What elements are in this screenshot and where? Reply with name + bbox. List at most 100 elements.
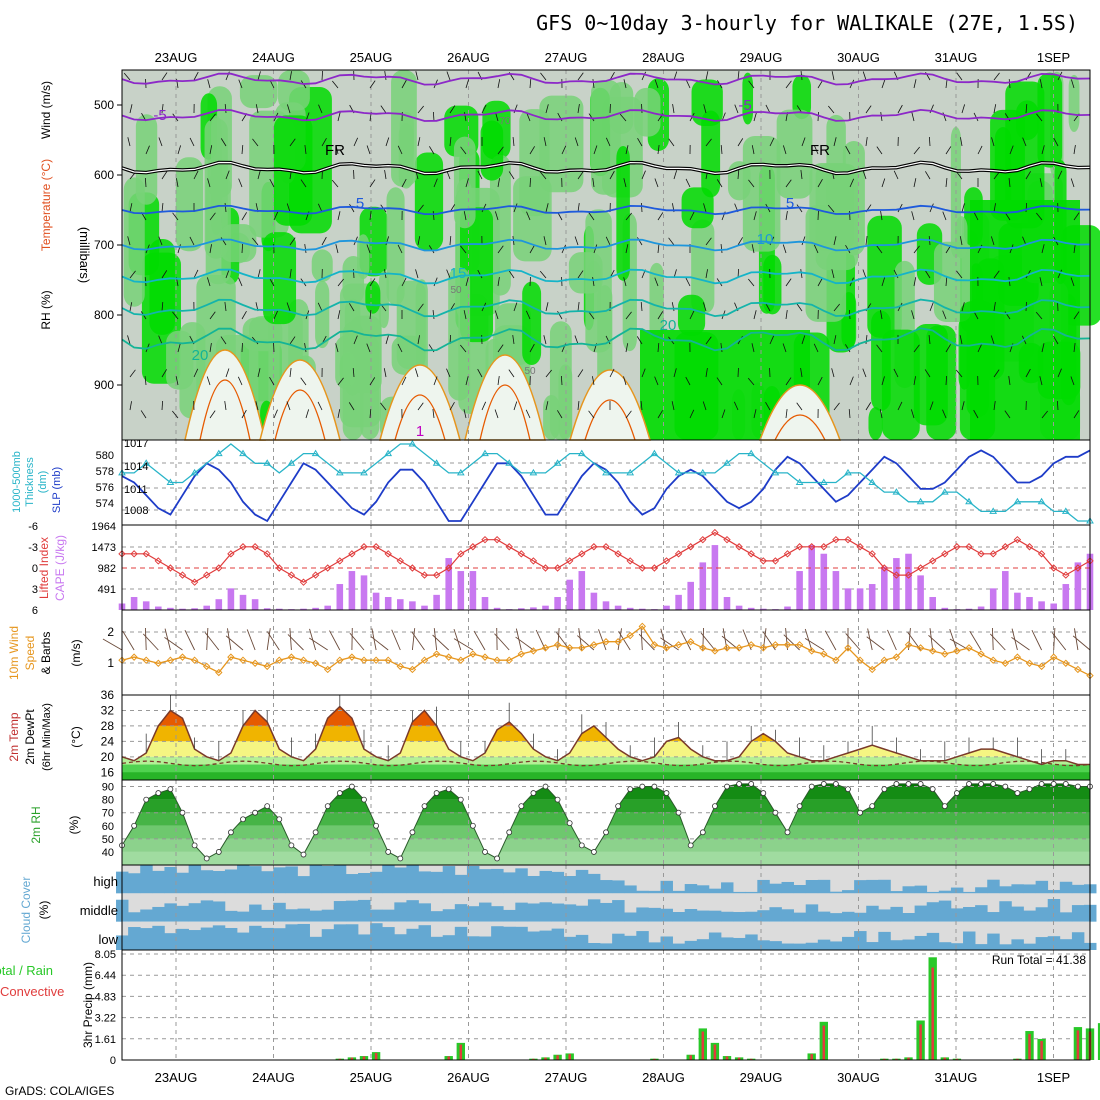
wind-barb: [747, 377, 755, 386]
rh-patch: [1037, 72, 1063, 168]
cloud-bar: [1071, 905, 1085, 922]
rh-point: [941, 803, 948, 810]
wind-barb: [305, 409, 310, 419]
wind-speed-point: [360, 656, 368, 664]
lifted-point: [711, 528, 719, 537]
cloud-bar: [600, 902, 613, 922]
wind-barb: [560, 375, 563, 386]
wind-barb: [769, 137, 775, 147]
wind-barb: [893, 170, 899, 180]
cloud-bar: [527, 931, 540, 950]
wind-barb: [1070, 79, 1075, 89]
lifted-point: [953, 543, 961, 551]
wind-barb: [161, 369, 167, 378]
thickness-point: [844, 468, 852, 476]
date-label: 1SEP: [1037, 50, 1070, 65]
wind-barb: [286, 203, 291, 213]
wind-barb: [494, 409, 499, 419]
wind-speed-point: [650, 641, 659, 649]
precip-side-labels: Total / Rain Convective 3hr Precip (mm): [0, 962, 95, 1048]
lifted-point: [469, 543, 477, 551]
wind-barb: [637, 237, 643, 246]
wind-barb: [206, 376, 211, 386]
wind-barb: [446, 71, 451, 81]
cloud-bar: [152, 925, 165, 950]
cape-bar: [542, 605, 549, 610]
lifted-point: [771, 557, 780, 565]
lifted-point: [686, 543, 695, 551]
cloud-bar: [636, 890, 649, 894]
wind-barb: [1004, 410, 1011, 419]
precip-conv-bar: [955, 1058, 959, 1060]
cloud-bar: [321, 865, 335, 894]
date-label: 26AUG: [447, 1070, 490, 1085]
wind-speed-point: [892, 653, 901, 661]
wind-barb: [237, 376, 243, 386]
cloud-bar: [1059, 939, 1073, 950]
wind-barb: [309, 637, 328, 651]
wind-speed-point: [275, 656, 284, 664]
lifted-point: [735, 543, 743, 551]
wind-barb: [257, 368, 261, 378]
cloud-bar: [224, 910, 238, 922]
rh-point: [264, 803, 271, 810]
contour-label: 70: [499, 116, 511, 127]
lifted-point: [807, 543, 816, 551]
thickness-point: [311, 449, 320, 457]
rh-point: [143, 796, 150, 803]
wind-speed-point: [723, 644, 731, 652]
wind-barb: [880, 310, 883, 320]
cape-bar: [312, 607, 319, 610]
wind-barb: [625, 212, 632, 221]
tick-label: 0: [110, 1055, 116, 1067]
rh-patch: [489, 154, 511, 296]
wind-barb: [241, 409, 247, 419]
tick-label: 1017: [124, 438, 148, 450]
wind-barb: [289, 336, 296, 345]
wind-barb: [705, 336, 712, 345]
wind-barb: [813, 244, 819, 254]
cape-bar: [941, 607, 949, 610]
cape-bar: [421, 605, 428, 610]
wind-barb: [641, 71, 647, 81]
wind-barb: [225, 368, 230, 378]
wind-barb: [545, 302, 549, 312]
wind-barb: [638, 633, 655, 651]
wind-barb: [252, 237, 259, 246]
wind-speed-point: [396, 662, 405, 671]
top-date-axis: 23AUG 24AUG 25AUG 26AUG 27AUG 28AUG 29AUG 30AUG…: [155, 50, 1070, 65]
tick-label: 1: [107, 656, 114, 670]
wind-barb: [1070, 178, 1075, 188]
cloud-bar: [212, 925, 226, 950]
wind-barb: [609, 368, 615, 378]
cape-bar: [276, 608, 283, 610]
precip-conv-bar: [1040, 1041, 1043, 1060]
wind-speed-point: [493, 656, 501, 664]
wind-barb: [209, 244, 212, 254]
precip-conv-bar: [338, 1058, 342, 1060]
wind-barb: [945, 375, 948, 386]
wind10m-panel: 21: [102, 609, 1094, 696]
wind-barb: [990, 335, 995, 345]
precip-conv-bar: [1016, 1058, 1019, 1060]
cloud-bar: [878, 879, 891, 894]
wind-barb: [397, 244, 403, 254]
wind-barb: [1057, 170, 1063, 180]
wind-barb: [380, 402, 387, 411]
wind-speed-point: [432, 650, 441, 658]
wind-barb: [623, 79, 627, 89]
wind-speed-point: [348, 653, 356, 661]
wind-barb: [129, 104, 133, 114]
cloud-bar: [515, 926, 528, 950]
wind-barb: [637, 138, 643, 147]
rh-point: [252, 809, 259, 816]
wind-barb: [129, 302, 133, 312]
cape-bar: [965, 608, 973, 610]
wind-barb: [1036, 212, 1043, 221]
cloud-bar: [781, 909, 794, 922]
wind-barb: [331, 179, 339, 188]
rh-band: [122, 838, 1090, 852]
cloud-bar: [684, 909, 698, 922]
wind-barb: [508, 171, 515, 180]
cloud-bar: [503, 909, 516, 922]
